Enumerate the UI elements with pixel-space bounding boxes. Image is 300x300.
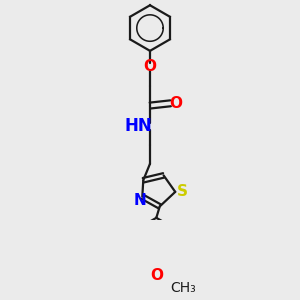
Text: N: N (134, 193, 146, 208)
Text: O: O (143, 59, 157, 74)
Text: S: S (177, 184, 188, 200)
Text: HN: HN (125, 117, 152, 135)
Text: O: O (170, 96, 183, 111)
Text: CH₃: CH₃ (170, 281, 196, 296)
Text: O: O (150, 268, 163, 284)
